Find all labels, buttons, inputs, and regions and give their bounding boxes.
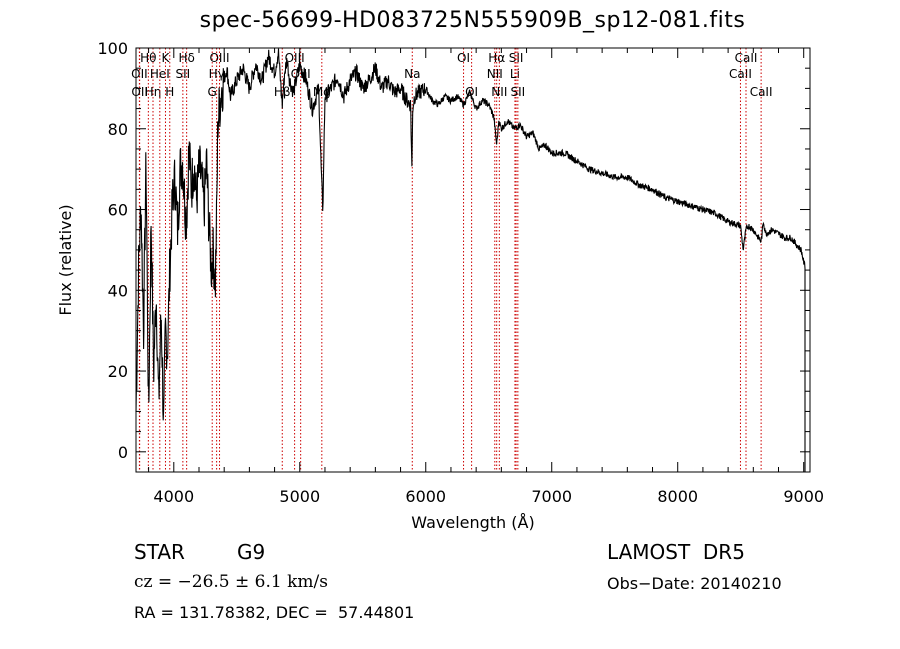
emission-line-label-5: K [162, 51, 171, 65]
y-tick-label-80: 80 [108, 120, 128, 139]
emission-line-label-24: SII [510, 85, 525, 99]
x-tick-label-4000: 4000 [153, 487, 194, 506]
x-tick-label-6000: 6000 [405, 487, 446, 506]
redshift-velocity: cz = −26.5 ± 6.1 km/s [134, 572, 328, 592]
emission-line-label-27: CaII [750, 85, 773, 99]
emission-line-label-16: Na [404, 67, 420, 81]
y-tick-label-0: 0 [118, 443, 128, 462]
y-tick-label-100: 100 [97, 39, 128, 58]
chart-title: spec-56699-HD083725N555909B_sp12-081.fit… [199, 8, 746, 33]
emission-line-label-10: Hγ [209, 67, 225, 81]
object-class: STAR [134, 540, 185, 564]
coordinates: RA = 131.78382, DEC = 57.44801 [134, 603, 415, 622]
emission-line-label-11: G [208, 85, 217, 99]
emission-line-label-23: Li [510, 67, 520, 81]
emission-line-label-17: OI [457, 51, 470, 65]
emission-line-label-19: Hα [488, 51, 505, 65]
spectrum-series [135, 48, 806, 472]
y-axis-label: Flux (relative) [56, 204, 75, 315]
y-tick-label-60: 60 [108, 201, 128, 220]
emission-line-label-3: Hθ [140, 51, 156, 65]
emission-line-label-25: CaII [729, 67, 752, 81]
emission-line-label-6: H [165, 85, 174, 99]
emission-line-label-14: Hβ [274, 85, 291, 99]
emission-line-label-2: Hη [145, 85, 162, 99]
y-tick-label-40: 40 [108, 281, 128, 300]
emission-line-label-4: HeI [150, 67, 170, 81]
x-tick-label-8000: 8000 [657, 487, 698, 506]
emission-line-label-9: OIII [209, 51, 229, 65]
emission-line-label-20: NII [487, 67, 503, 81]
x-tick-label-9000: 9000 [783, 487, 824, 506]
emission-line-label-21: NII [491, 85, 507, 99]
emission-line-label-7: Hδ [178, 51, 194, 65]
x-tick-label-5000: 5000 [279, 487, 320, 506]
survey-name: LAMOST DR5 [607, 540, 745, 564]
y-tick-label-20: 20 [108, 362, 128, 381]
object-subclass: G9 [237, 540, 266, 564]
observation-date: Obs−Date: 20140210 [607, 574, 782, 593]
plot-frame [135, 47, 811, 473]
x-axis-label: Wavelength (Å) [411, 513, 534, 532]
x-tick-label-7000: 7000 [531, 487, 572, 506]
emission-line-label-8: SII [176, 67, 191, 81]
emission-line-label-22: SII [509, 51, 524, 65]
emission-line-label-26: CaII [735, 51, 758, 65]
